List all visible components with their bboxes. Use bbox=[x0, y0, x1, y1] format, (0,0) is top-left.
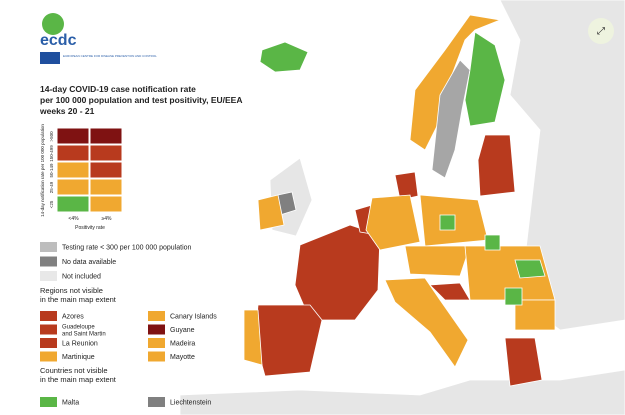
matrix-cell bbox=[56, 178, 90, 196]
y-tick-label: 50-149 bbox=[49, 163, 54, 178]
greece bbox=[504, 337, 543, 387]
legend-swatch bbox=[40, 397, 57, 407]
matrix-cell bbox=[56, 144, 90, 162]
y-axis-label: 14-day notification rate per 100 000 pop… bbox=[40, 124, 45, 217]
x-tick-label: <4% bbox=[68, 216, 79, 222]
croatia bbox=[429, 282, 471, 301]
sweden bbox=[431, 59, 471, 179]
section-title: in the main map extent bbox=[40, 375, 117, 384]
matrix-cell bbox=[89, 144, 123, 162]
legend-swatch bbox=[40, 351, 57, 362]
baltics bbox=[477, 134, 516, 197]
green-region bbox=[439, 214, 456, 231]
map bbox=[179, 0, 625, 415]
portugal bbox=[243, 309, 263, 366]
france bbox=[294, 224, 381, 321]
legend-label: La Reunion bbox=[62, 341, 98, 348]
matrix-cell bbox=[56, 127, 90, 145]
italy bbox=[384, 277, 469, 368]
title: per 100 000 population and test positivi… bbox=[40, 95, 242, 105]
legend-swatch bbox=[40, 338, 57, 348]
green-region bbox=[484, 234, 501, 251]
legend-swatch bbox=[148, 324, 165, 335]
legend-label-line: and Saint Martin bbox=[62, 332, 106, 338]
expand-button[interactable] bbox=[588, 18, 614, 44]
legend-label: Canary Islands bbox=[170, 314, 217, 321]
logo-subtitle: EUROPEAN CENTRE FOR DISEASE PREVENTION A… bbox=[63, 54, 157, 58]
legend-label: No data available bbox=[62, 259, 116, 266]
non-eu-land bbox=[179, 0, 625, 415]
legend-swatch bbox=[148, 351, 165, 362]
ireland bbox=[257, 194, 285, 231]
legend-label: Testing rate < 300 per 100 000 populatio… bbox=[62, 245, 192, 252]
matrix-cell bbox=[56, 195, 90, 213]
x-tick-label: ≥4% bbox=[102, 216, 113, 222]
germany bbox=[365, 194, 421, 251]
legend-label: Malta bbox=[62, 400, 79, 407]
legend-swatch bbox=[148, 338, 165, 348]
logo: ecdc EUROPEAN CENTRE FOR DISEASE PREVENT… bbox=[40, 13, 157, 64]
y-tick-label: >500 bbox=[49, 131, 54, 142]
green-region bbox=[504, 287, 523, 306]
eu-flag bbox=[40, 52, 60, 64]
expand-icon[interactable]: ⤢ bbox=[597, 26, 605, 37]
legend-label: Guyane bbox=[170, 327, 195, 334]
y-tick-label: 25-49 bbox=[49, 181, 54, 193]
x-axis-label: Positivity rate bbox=[75, 225, 105, 231]
legend-label: Madeira bbox=[170, 341, 195, 348]
y-tick-label: 150-499 bbox=[49, 145, 54, 162]
section-title: Regions not visible bbox=[40, 286, 103, 295]
section-title: Countries not visible bbox=[40, 366, 108, 375]
legend-swatch bbox=[148, 311, 165, 321]
legend-swatch bbox=[148, 397, 165, 407]
y-tick-label: <25 bbox=[49, 200, 54, 208]
section-title: in the main map extent bbox=[40, 295, 117, 304]
legend-label: Liechtenstein bbox=[170, 400, 211, 407]
green-region bbox=[514, 259, 546, 279]
legend-swatch bbox=[40, 324, 57, 335]
logo-name: ecdc bbox=[40, 32, 77, 49]
finland bbox=[464, 31, 506, 127]
legend-label: Guadeloupe and Saint Martin bbox=[62, 325, 106, 338]
matrix-cell bbox=[56, 161, 90, 179]
legend-label-line: Guadeloupe bbox=[62, 325, 95, 331]
title: 14-day COVID-19 case notification rate bbox=[40, 84, 196, 94]
title: weeks 20 - 21 bbox=[39, 106, 95, 116]
legend-label: Not included bbox=[62, 274, 101, 281]
legend-swatch bbox=[40, 311, 57, 321]
legend-swatch bbox=[40, 256, 57, 267]
logo-globe bbox=[42, 13, 64, 35]
legend-label: Martinique bbox=[62, 354, 95, 361]
iceland bbox=[259, 41, 309, 73]
matrix-cell bbox=[89, 178, 123, 196]
matrix-cell bbox=[89, 195, 123, 213]
legend-label: Azores bbox=[62, 314, 84, 321]
central bbox=[404, 245, 471, 277]
legend-label: Mayotte bbox=[170, 354, 195, 361]
bulgaria bbox=[514, 299, 556, 331]
legend-swatch bbox=[40, 271, 57, 281]
spain bbox=[254, 304, 323, 377]
matrix-cell bbox=[89, 161, 123, 179]
legend-swatch bbox=[40, 242, 57, 252]
matrix-cell bbox=[89, 127, 123, 145]
denmark bbox=[394, 171, 419, 201]
